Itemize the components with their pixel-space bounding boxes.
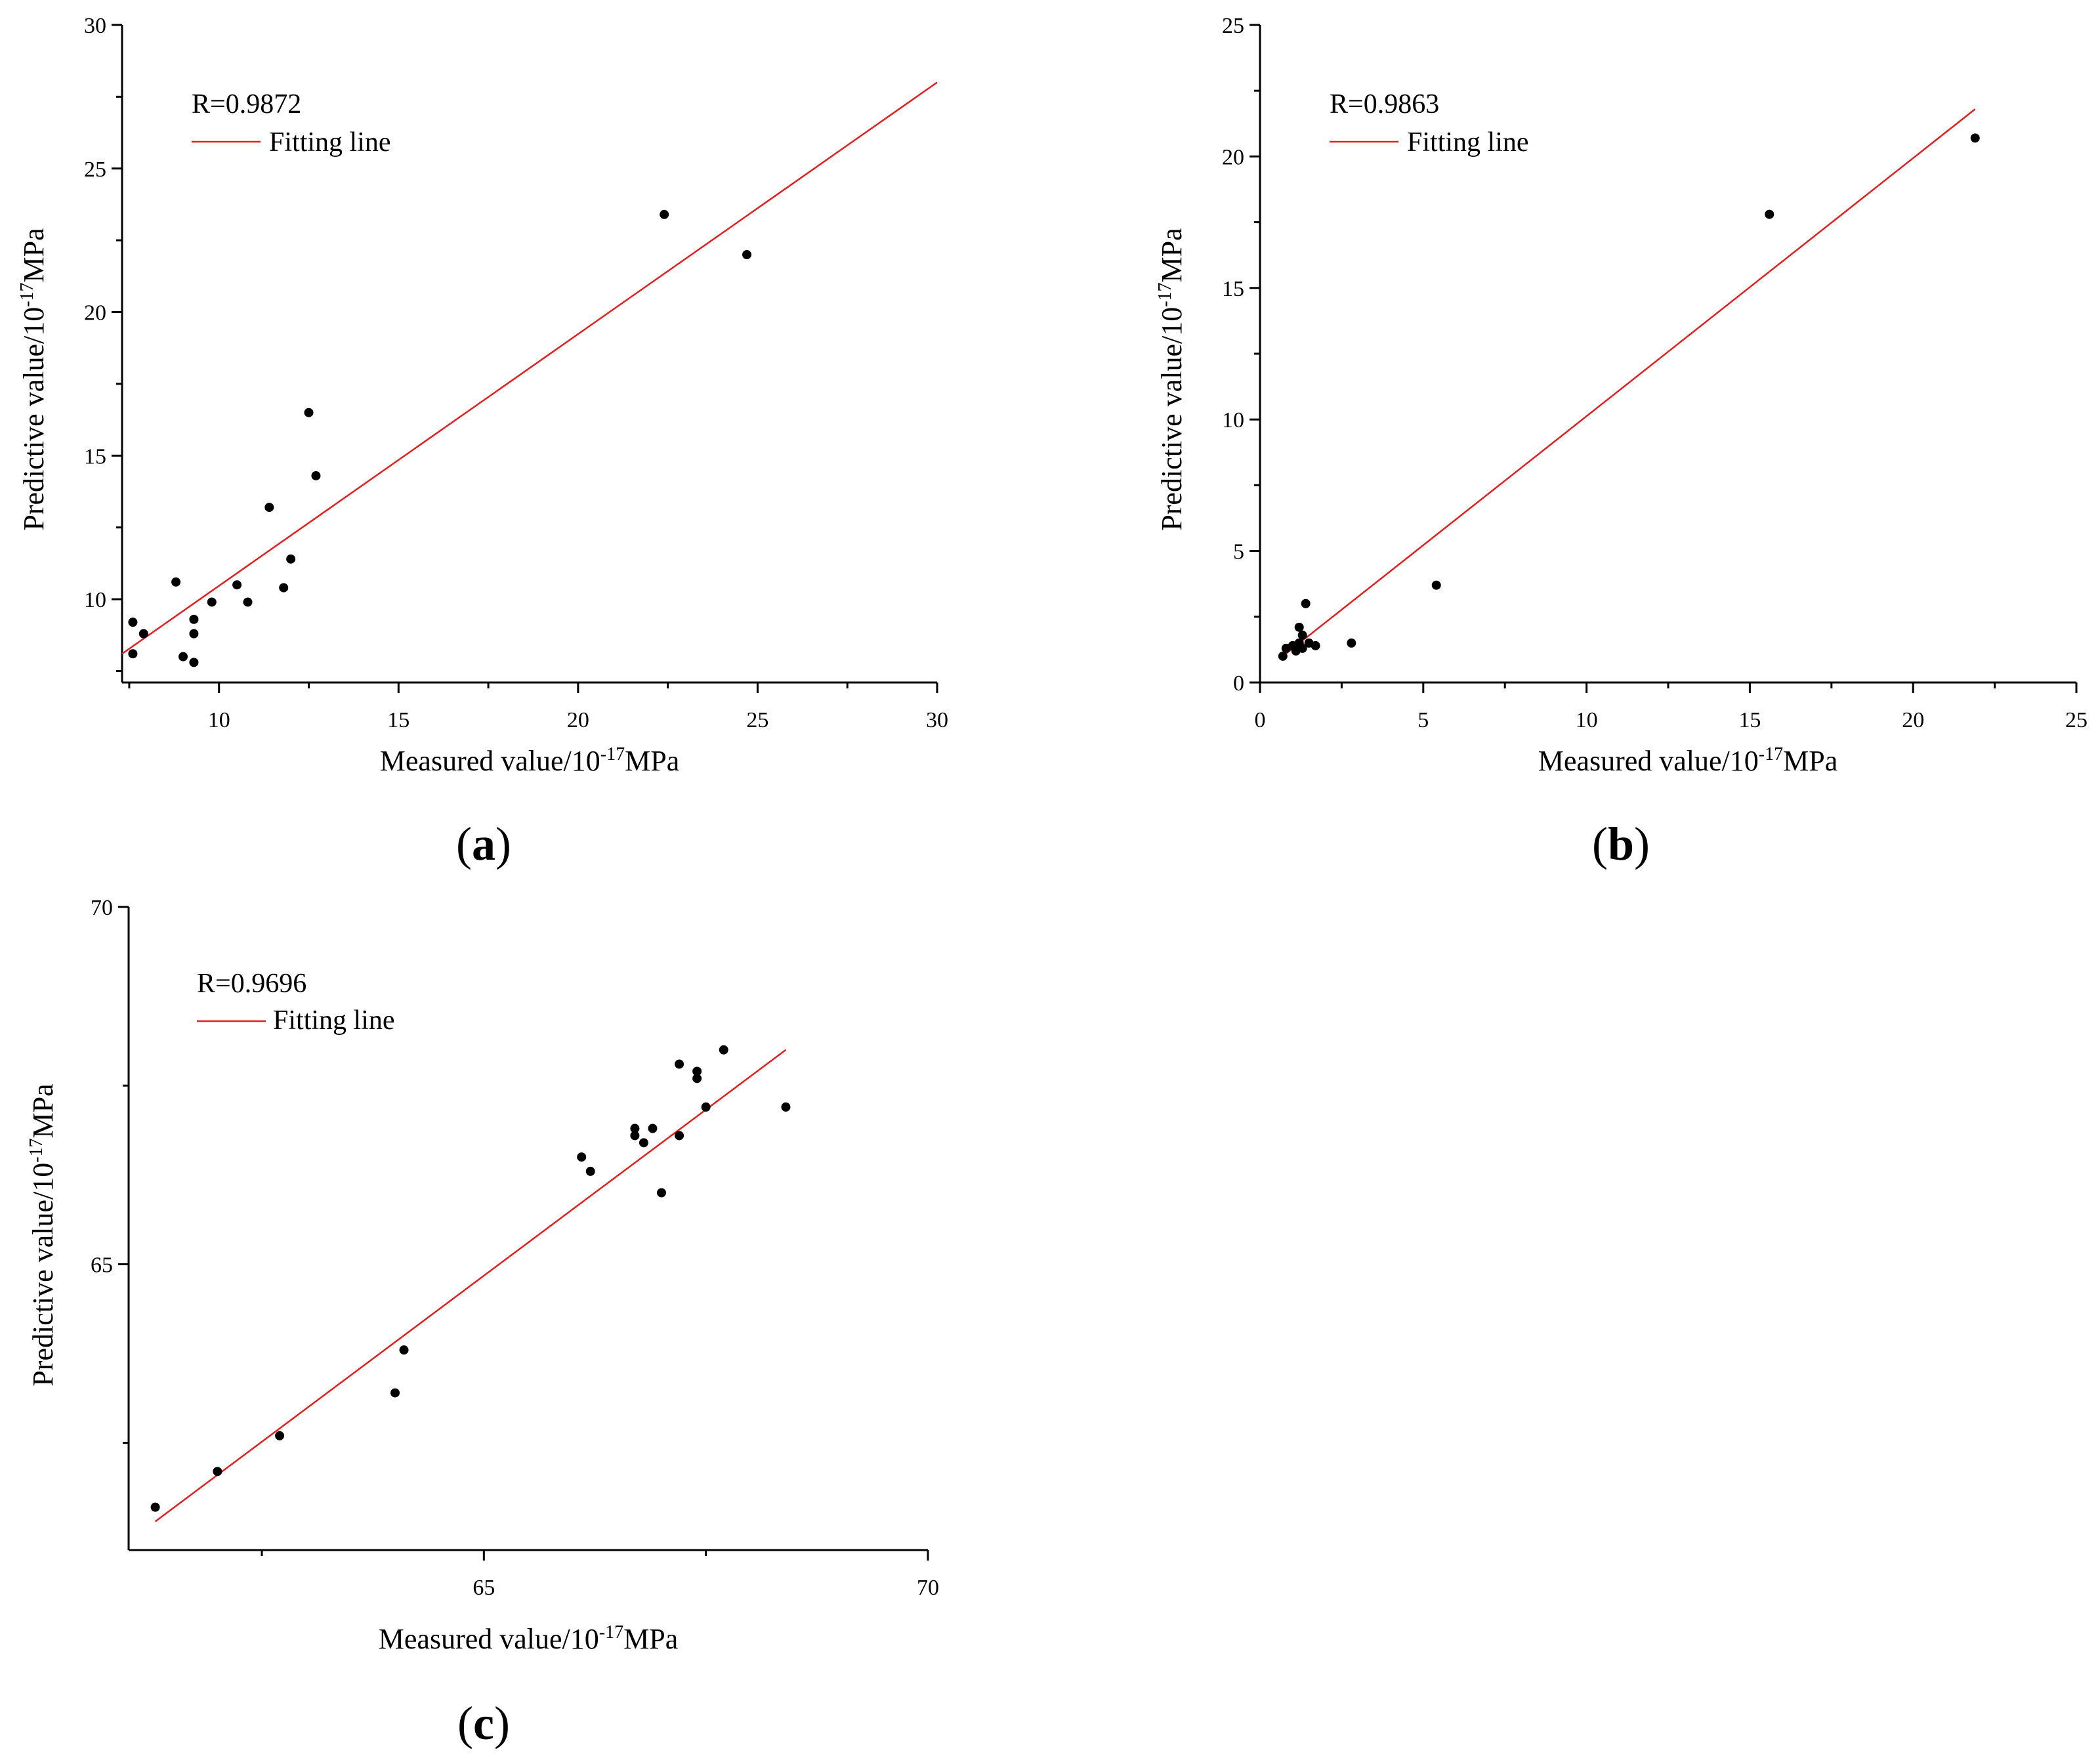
- panel-b-data-point: [1297, 643, 1307, 653]
- panel-b-x-tick-label: 10: [1576, 708, 1598, 732]
- panel-a-data-point: [232, 580, 242, 590]
- panel-a-y-tick-label: 20: [84, 301, 106, 326]
- panel-c-label: (c): [457, 1697, 510, 1750]
- panel-c-data-point: [657, 1188, 666, 1198]
- panel-b-y-tick-label: 5: [1233, 540, 1244, 564]
- panel-c-x-tick-label: 70: [917, 1576, 939, 1600]
- panel-a-data-point: [264, 503, 274, 513]
- panel-c-data-point: [692, 1074, 702, 1083]
- panel-b-r-value-annotation: R=0.9863: [1330, 89, 1439, 119]
- panel-a-data-point: [171, 577, 181, 587]
- panel-c-data-point: [719, 1045, 728, 1055]
- panel-a-data-point: [189, 614, 199, 624]
- panel-b-data-point: [1970, 133, 1980, 143]
- panel-c-data-point: [701, 1102, 711, 1112]
- panel-a-data-point: [128, 649, 138, 659]
- panel-b-y-tick-label: 15: [1222, 277, 1244, 301]
- panel-c-data-point: [213, 1467, 222, 1477]
- panel-a-x-axis-title: Measured value/10-17MPa: [380, 744, 679, 777]
- panel-c-data-point: [639, 1138, 648, 1148]
- panel-b-data-point: [1347, 638, 1356, 648]
- panel-b-data-point: [1311, 640, 1320, 650]
- panel-c-data-point: [692, 1066, 702, 1076]
- panel-a-fitting-line: [121, 81, 938, 655]
- panel-a-data-point: [138, 629, 148, 639]
- panel-c-data-point: [781, 1102, 791, 1112]
- panel-b-x-tick-label: 5: [1418, 708, 1429, 732]
- panel-b-x-tick-label: 0: [1255, 708, 1266, 732]
- panel-c-y-tick-label: 70: [91, 896, 113, 920]
- panel-b-data-point: [1301, 598, 1311, 608]
- panel-b-y-tick-label: 20: [1222, 145, 1244, 169]
- panel-a-data-point: [660, 209, 669, 219]
- panel-b-fitting-line: [1286, 108, 1976, 654]
- panel-b-data-point: [1294, 622, 1304, 632]
- panel-a-data-point: [286, 554, 296, 564]
- panel-c-y-tick-label: 65: [91, 1253, 113, 1277]
- panel-a-y-tick-label: 25: [84, 158, 106, 182]
- panel-a-data-point: [207, 597, 217, 607]
- panel-a-y-tick-label: 10: [84, 588, 106, 612]
- panel-a-x-tick-label: 30: [926, 708, 948, 732]
- panel-c-r-value-annotation: R=0.9696: [197, 969, 306, 999]
- panel-a-data-point: [178, 652, 188, 662]
- panel-b-y-tick-label: 25: [1222, 14, 1244, 38]
- panel-b-legend-label: Fitting line: [1407, 127, 1529, 158]
- panel-c-chart: 65 70 65 70 R=0.9696 Fitting line Measured val…: [26, 896, 939, 1750]
- panel-c-data-point: [648, 1124, 658, 1133]
- panel-b-chart: 0 5 10 15 20 25 0 5 10 15 20 25 R=0.9863 Fitting line…: [1155, 14, 2088, 870]
- panel-a-x-tick-label: 10: [208, 708, 230, 732]
- panel-c-data-point: [585, 1166, 595, 1176]
- panel-b-data-point: [1765, 209, 1774, 219]
- panel-a-y-tick-label: 15: [84, 444, 106, 469]
- panel-b-data-point: [1431, 580, 1441, 590]
- panel-c-data-point: [577, 1152, 587, 1162]
- panel-a-data-point: [189, 658, 199, 667]
- panel-c-legend-label: Fitting line: [273, 1005, 395, 1036]
- panel-b-data-point: [1278, 651, 1288, 661]
- panel-c-data-point: [630, 1124, 640, 1133]
- panel-a-chart: 10 15 20 25 30 10 15 20 25 30 R=0.9872 Fitting line…: [17, 14, 948, 870]
- panel-b-x-tick-label: 25: [2065, 708, 2088, 732]
- panel-c-x-tick-label: 65: [472, 1576, 495, 1600]
- panel-c-x-axis-title: Measured value/10-17MPa: [379, 1622, 678, 1655]
- panel-c-data-point: [390, 1388, 400, 1398]
- panel-b-y-tick-label: 0: [1233, 671, 1244, 696]
- panel-a-x-tick-label: 20: [567, 708, 589, 732]
- panel-b-x-tick-label: 20: [1902, 708, 1924, 732]
- panel-c-y-axis-title: Predictive value/10-17MPa: [26, 1083, 59, 1386]
- panel-b-data-point: [1297, 630, 1307, 640]
- panel-b-y-axis-title: Predictive value/10-17MPa: [1155, 228, 1188, 530]
- panel-b-x-tick-label: 15: [1738, 708, 1761, 732]
- panel-a-legend-label: Fitting line: [269, 127, 391, 158]
- panel-a-data-point: [128, 618, 138, 627]
- panel-a-r-value-annotation: R=0.9872: [192, 89, 301, 119]
- panel-a-y-axis-title: Predictive value/10-17MPa: [17, 228, 50, 530]
- panel-a-data-point: [279, 583, 289, 593]
- panel-b-x-axis-title: Measured value/10-17MPa: [1538, 744, 1838, 777]
- panel-a-data-point: [189, 629, 199, 639]
- panel-b-label: (b): [1592, 818, 1650, 870]
- panel-c-data-point: [275, 1431, 285, 1440]
- panel-c-data-point: [675, 1131, 684, 1141]
- panel-c-data-point: [630, 1131, 640, 1141]
- panel-a-data-point: [304, 408, 314, 417]
- panel-c-data-point: [399, 1345, 409, 1355]
- panel-a-x-tick-label: 25: [746, 708, 768, 732]
- panel-a-data-point: [742, 250, 752, 260]
- panel-c-data-point: [675, 1059, 684, 1069]
- panel-a-data-point: [243, 597, 253, 607]
- panel-a-x-tick-label: 15: [387, 708, 410, 732]
- panel-a-label: (a): [456, 818, 511, 870]
- panel-b-y-tick-label: 10: [1222, 408, 1244, 432]
- panel-c-fitting-line: [154, 1049, 787, 1522]
- panel-a-y-tick-label: 30: [84, 14, 106, 38]
- panel-c-data-point: [150, 1502, 160, 1512]
- panel-a-data-point: [311, 471, 321, 480]
